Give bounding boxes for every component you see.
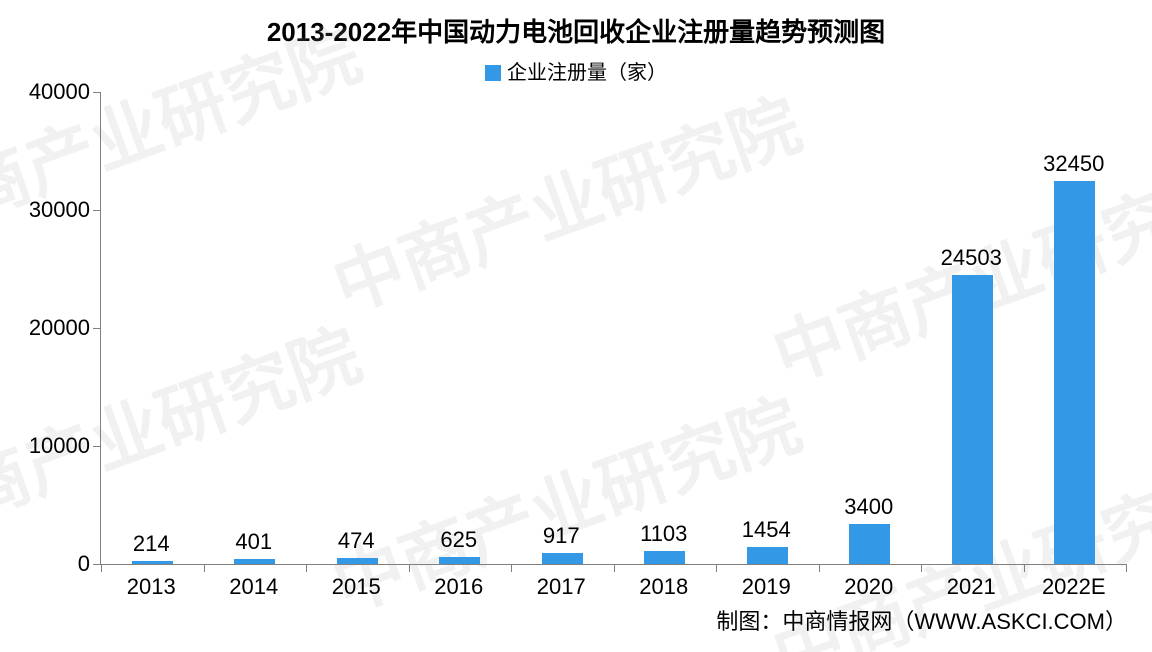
y-tick-label: 10000: [10, 433, 90, 459]
x-tick-label: 2021: [947, 574, 996, 600]
x-tick-label: 2013: [127, 574, 176, 600]
bar-value-label: 625: [440, 527, 477, 553]
x-tick: [716, 564, 717, 572]
x-tick: [921, 564, 922, 572]
y-tick: [93, 210, 101, 211]
x-tick: [306, 564, 307, 572]
y-tick: [93, 92, 101, 93]
plot-area: [100, 92, 1126, 565]
bar-value-label: 32450: [1043, 151, 1104, 177]
x-tick: [101, 564, 102, 572]
x-tick-label: 2014: [229, 574, 278, 600]
bar-chart: 2013-2022年中国动力电池回收企业注册量趋势预测图 企业注册量（家） 中商…: [0, 0, 1152, 652]
x-tick: [409, 564, 410, 572]
y-tick: [93, 446, 101, 447]
x-tick: [511, 564, 512, 572]
x-tick: [1024, 564, 1025, 572]
x-tick: [819, 564, 820, 572]
bar: [1054, 181, 1095, 564]
x-tick-label: 2019: [742, 574, 791, 600]
x-tick-label: 2017: [537, 574, 586, 600]
bar-value-label: 917: [543, 523, 580, 549]
x-tick-label: 2015: [332, 574, 381, 600]
bar-value-label: 401: [235, 529, 272, 555]
bar: [747, 547, 788, 564]
x-tick-label: 2022E: [1042, 574, 1106, 600]
bar: [849, 524, 890, 564]
y-tick-label: 0: [10, 551, 90, 577]
chart-legend: 企业注册量（家）: [0, 56, 1152, 85]
bar-value-label: 3400: [844, 494, 893, 520]
y-tick: [93, 564, 101, 565]
bar: [234, 559, 275, 564]
bar-value-label: 1454: [742, 517, 791, 543]
x-tick: [614, 564, 615, 572]
bar: [337, 558, 378, 564]
y-tick: [93, 328, 101, 329]
x-tick: [1126, 564, 1127, 572]
bar: [644, 551, 685, 564]
bar: [952, 275, 993, 564]
bar: [542, 553, 583, 564]
bar-value-label: 1103: [640, 521, 687, 547]
x-tick-label: 2020: [844, 574, 893, 600]
bar: [439, 557, 480, 564]
x-tick-label: 2018: [639, 574, 688, 600]
source-text: 制图：中商情报网（WWW.ASKCI.COM）: [0, 604, 1152, 636]
bar-value-label: 214: [133, 531, 170, 557]
chart-title: 2013-2022年中国动力电池回收企业注册量趋势预测图: [0, 12, 1152, 49]
bar: [132, 561, 173, 564]
y-tick-label: 40000: [10, 79, 90, 105]
x-tick: [204, 564, 205, 572]
y-tick-label: 20000: [10, 315, 90, 341]
legend-label: 企业注册量（家）: [507, 62, 667, 84]
y-tick-label: 30000: [10, 197, 90, 223]
bar-value-label: 474: [338, 528, 375, 554]
x-tick-label: 2016: [434, 574, 483, 600]
bar-value-label: 24503: [941, 245, 1002, 271]
legend-swatch: [485, 65, 501, 81]
